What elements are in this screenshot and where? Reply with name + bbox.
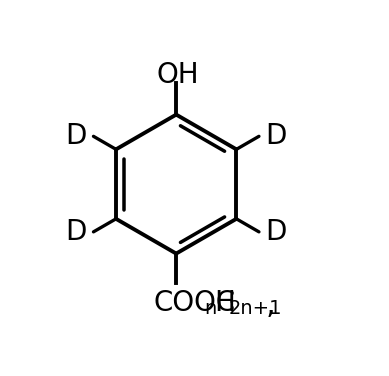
Text: D: D: [265, 122, 287, 150]
Text: 2n+1: 2n+1: [228, 299, 282, 318]
Text: D: D: [265, 218, 287, 246]
Text: D: D: [66, 218, 87, 246]
Text: OH: OH: [156, 61, 199, 89]
Text: n: n: [204, 299, 217, 318]
Text: H: H: [214, 290, 235, 317]
Text: D: D: [66, 122, 87, 150]
Text: ,: ,: [266, 290, 276, 319]
Text: COOC: COOC: [153, 290, 235, 317]
